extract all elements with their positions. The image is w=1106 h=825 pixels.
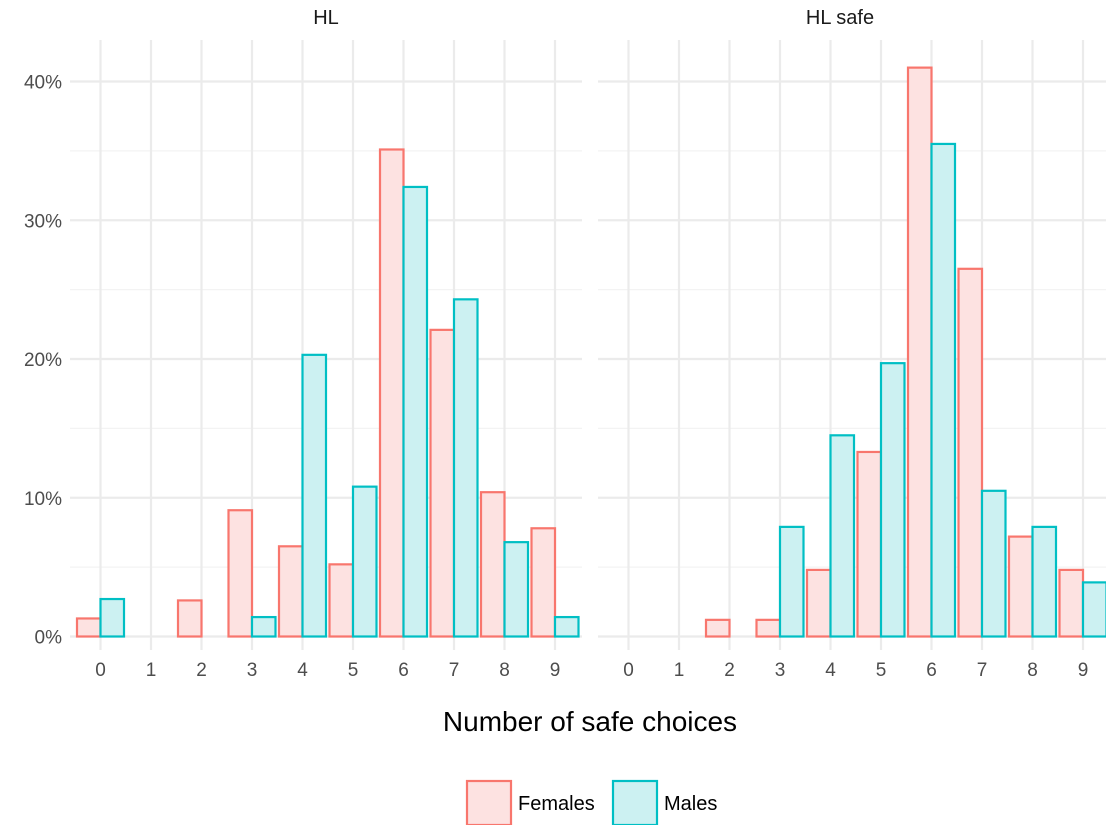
bar-males-5 bbox=[879, 362, 906, 638]
bar-females-2 bbox=[176, 599, 203, 638]
y-tick-labels: 0% 10% 20% 30% 40% bbox=[24, 73, 62, 649]
bar-males-9 bbox=[1081, 581, 1106, 638]
y-tick-label: 10% bbox=[24, 489, 62, 510]
x-tick-label: 8 bbox=[1027, 660, 1038, 681]
x-tick-label: 9 bbox=[550, 660, 561, 681]
x-tick-label: 7 bbox=[449, 660, 460, 681]
bar-females-7 bbox=[429, 328, 456, 638]
bar-males-6 bbox=[402, 185, 429, 638]
bar-females-9 bbox=[530, 527, 557, 638]
bar-females-5 bbox=[328, 563, 355, 638]
x-tick-labels-hl: 0 1 2 3 4 5 6 7 8 9 bbox=[95, 660, 560, 681]
x-tick-label: 2 bbox=[724, 660, 735, 681]
x-tick-label: 6 bbox=[926, 660, 937, 681]
x-axis-title: Number of safe choices bbox=[443, 706, 737, 737]
x-tick-label: 2 bbox=[196, 660, 207, 681]
bar-males-3 bbox=[250, 615, 277, 638]
legend: Females Males bbox=[465, 779, 717, 825]
bar-males-0 bbox=[99, 597, 126, 638]
bars-hl bbox=[75, 148, 580, 638]
y-tick-label: 0% bbox=[35, 628, 63, 649]
bar-males-3 bbox=[778, 525, 805, 638]
bar-females-4 bbox=[277, 545, 304, 638]
bar-males-5 bbox=[351, 485, 378, 638]
bar-females-7 bbox=[957, 267, 984, 638]
bars-hl-safe bbox=[704, 66, 1106, 638]
bar-females-8 bbox=[479, 491, 506, 638]
bar-males-8 bbox=[503, 541, 530, 638]
bar-females-2 bbox=[704, 618, 731, 638]
x-tick-label: 3 bbox=[775, 660, 786, 681]
x-tick-label: 4 bbox=[297, 660, 308, 681]
x-tick-labels-hl-safe: 0 1 2 3 4 5 6 7 8 9 bbox=[623, 660, 1088, 681]
x-tick-label: 5 bbox=[876, 660, 887, 681]
panel-title-hl-safe: HL safe bbox=[806, 7, 874, 29]
x-tick-label: 1 bbox=[146, 660, 157, 681]
x-tick-label: 6 bbox=[398, 660, 409, 681]
bar-females-3 bbox=[755, 618, 782, 638]
x-tick-label: 7 bbox=[977, 660, 988, 681]
panel-hl-safe: HL safe 0 1 2 3 4 5 6 7 8 9 bbox=[598, 7, 1106, 681]
bar-males-7 bbox=[980, 489, 1007, 638]
legend-label-males: Males bbox=[664, 793, 717, 815]
x-tick-label: 4 bbox=[825, 660, 836, 681]
bar-females-6 bbox=[906, 66, 933, 638]
y-tick-label: 40% bbox=[24, 73, 62, 94]
legend-key-males bbox=[611, 779, 659, 825]
bar-males-6 bbox=[930, 142, 957, 638]
y-tick-label: 20% bbox=[24, 350, 62, 371]
x-tick-label: 9 bbox=[1078, 660, 1089, 681]
panel-title-hl: HL bbox=[313, 7, 339, 29]
bar-males-9 bbox=[553, 615, 580, 638]
x-tick-label: 3 bbox=[247, 660, 258, 681]
x-tick-label: 8 bbox=[499, 660, 510, 681]
bar-females-9 bbox=[1058, 568, 1085, 638]
bar-males-4 bbox=[301, 353, 328, 638]
x-tick-label: 5 bbox=[348, 660, 359, 681]
bar-females-0 bbox=[75, 617, 102, 638]
bar-females-3 bbox=[227, 509, 254, 638]
bar-females-4 bbox=[805, 568, 832, 638]
y-tick-label: 30% bbox=[24, 211, 62, 232]
panel-hl: HL 0 1 2 3 4 5 6 7 8 9 bbox=[70, 7, 582, 681]
x-tick-label: 0 bbox=[623, 660, 634, 681]
legend-label-females: Females bbox=[518, 793, 595, 815]
bar-males-7 bbox=[452, 298, 479, 638]
legend-key-females bbox=[465, 779, 513, 825]
bar-females-5 bbox=[856, 450, 883, 638]
bar-females-8 bbox=[1007, 535, 1034, 638]
bar-males-4 bbox=[829, 434, 856, 638]
bar-males-8 bbox=[1031, 525, 1058, 638]
x-tick-label: 0 bbox=[95, 660, 106, 681]
x-tick-label: 1 bbox=[674, 660, 685, 681]
bar-females-6 bbox=[378, 148, 405, 638]
